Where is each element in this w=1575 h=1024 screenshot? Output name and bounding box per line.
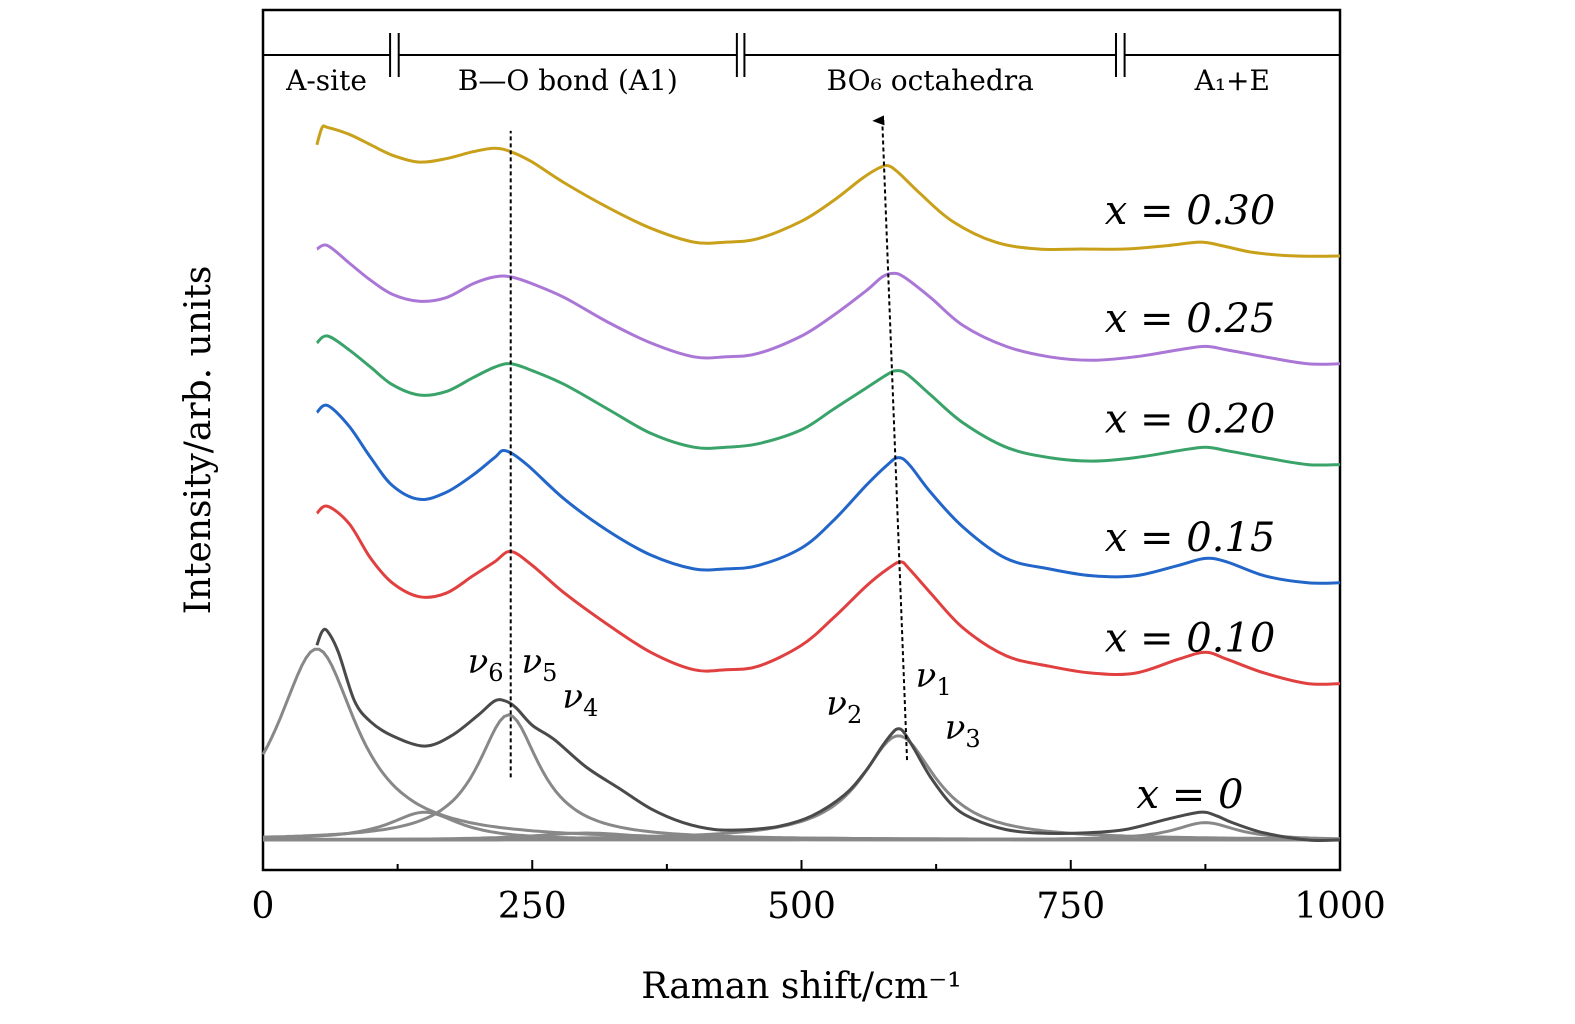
series-label: x = 0	[1137, 772, 1244, 818]
series-line	[315, 334, 1341, 467]
region-bar: A-site B—O bond (A1) BO₆ octahedra A₁+E	[263, 33, 1340, 97]
mode-label: ν3	[945, 708, 981, 753]
x-axis-title: Raman shift/cm⁻¹	[641, 966, 961, 1007]
series-label: x = 0.10	[1105, 616, 1276, 662]
series-label: x = 0.30	[1105, 188, 1276, 234]
x-tick-label: 250	[498, 886, 567, 927]
mode-label: ν5	[521, 642, 557, 687]
series-label: x = 0.20	[1105, 397, 1276, 443]
mode-label: ν1	[916, 656, 952, 701]
x-tick-label: 500	[767, 886, 836, 927]
guide-lines	[509, 115, 909, 778]
x-tick-label: 750	[1036, 886, 1105, 927]
axes: 0 250 500 750 1000	[252, 860, 1386, 927]
series-line	[315, 627, 1341, 843]
shift-arrow	[872, 115, 909, 761]
region-label: A₁+E	[1194, 64, 1270, 97]
series-line	[315, 403, 1341, 585]
fit-peak-curve	[263, 821, 1340, 842]
mode-label: ν4	[562, 677, 598, 722]
y-axis-title: Intensity/arb. units	[178, 266, 219, 615]
series-line	[315, 504, 1341, 686]
mode-label: ν2	[826, 684, 862, 729]
series-lines: x = 0 x = 0.10 x = 0.15 x = 0.20 x = 0.25 x =…	[315, 124, 1341, 843]
region-label: B—O bond (A1)	[458, 64, 678, 97]
series-line	[315, 124, 1341, 258]
series-label: x = 0.15	[1105, 515, 1276, 561]
x-tick-label: 0	[252, 886, 275, 927]
series-label: x = 0.25	[1105, 296, 1276, 342]
fit-curves	[261, 647, 1340, 842]
series-line	[316, 243, 1341, 366]
region-label: BO₆ octahedra	[827, 64, 1034, 97]
x-tick-label: 1000	[1294, 886, 1386, 927]
mode-label: ν6	[468, 642, 504, 687]
region-label: A-site	[285, 64, 367, 97]
